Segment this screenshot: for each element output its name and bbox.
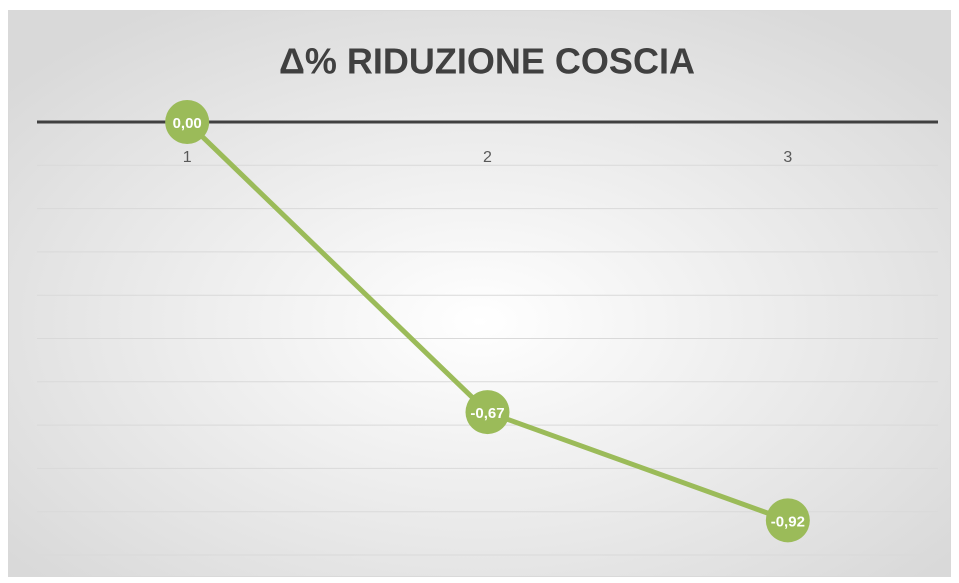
x-tick-label: 3 [783, 149, 792, 166]
chart-area [8, 10, 951, 577]
data-point [465, 390, 510, 435]
x-tick-label: 2 [483, 149, 492, 166]
chart-title: Δ% RIDUZIONE COSCIA [279, 41, 695, 82]
data-label: -0,92 [771, 513, 805, 530]
data-point [765, 498, 810, 543]
data-point [165, 100, 210, 144]
data-label: -0,67 [470, 405, 504, 422]
x-tick-label: 1 [183, 149, 192, 166]
data-label: 0,00 [173, 115, 202, 132]
